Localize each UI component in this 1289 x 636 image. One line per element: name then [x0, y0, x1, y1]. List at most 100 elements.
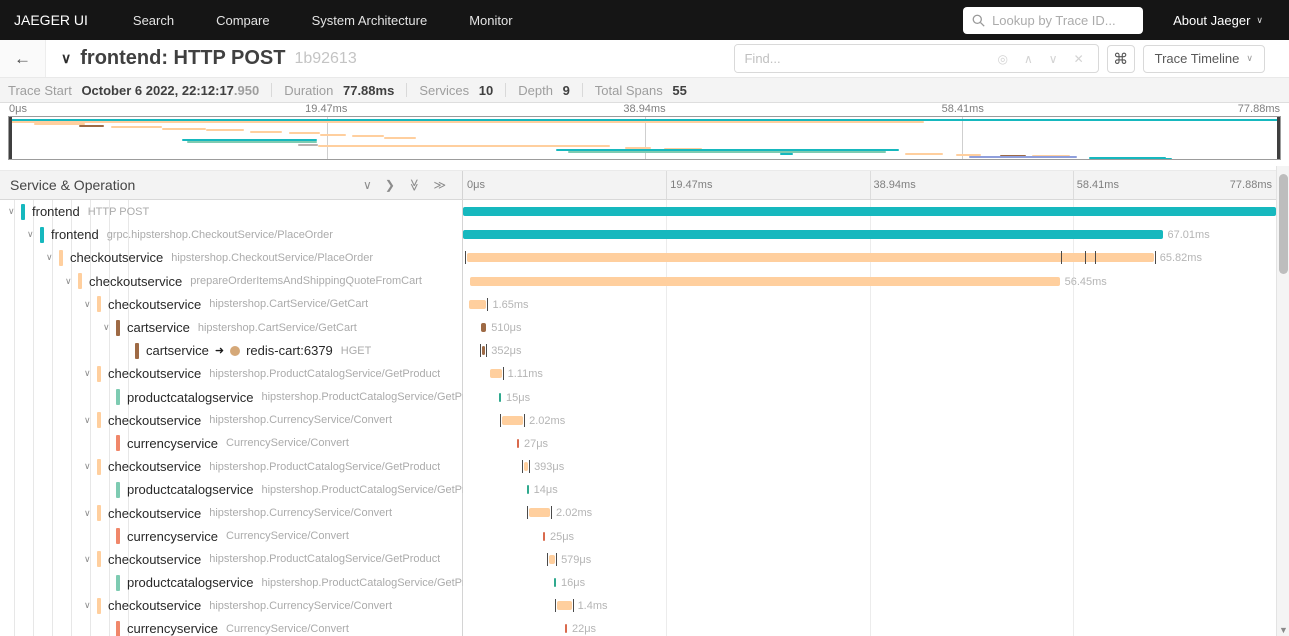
- span-duration-bar[interactable]: [480, 322, 487, 332]
- nav-item-monitor[interactable]: Monitor: [469, 12, 513, 28]
- chevron-down-icon[interactable]: ∨: [65, 275, 72, 286]
- back-button[interactable]: ←: [0, 40, 46, 77]
- span-name-cell[interactable]: ∨ checkoutservice hipstershop.CartService/…: [0, 293, 463, 316]
- trace-lookup-input[interactable]: [992, 12, 1135, 28]
- chevron-down-icon[interactable]: ∨: [84, 507, 91, 518]
- keyboard-shortcuts-button[interactable]: ⌘: [1106, 44, 1135, 73]
- service-name[interactable]: cartservice: [127, 320, 190, 336]
- minimap-right-scrub-handle[interactable]: [1277, 117, 1280, 159]
- span-row[interactable]: ∨ checkoutservice hipstershop.CartService/…: [0, 293, 1276, 316]
- trace-collapse-chevron-icon[interactable]: ∨: [61, 50, 72, 66]
- span-name-cell[interactable]: cartservice ➜ redis-cart:6379 HGET: [0, 339, 463, 362]
- expand-one-icon[interactable]: ❯: [384, 178, 395, 192]
- next-match-icon[interactable]: ∨: [1048, 51, 1058, 66]
- collapse-one-icon[interactable]: ∨: [363, 178, 372, 192]
- about-jaeger-menu[interactable]: About Jaeger ∨: [1173, 13, 1263, 28]
- span-duration-bar[interactable]: [463, 230, 1163, 240]
- chevron-down-icon[interactable]: ∨: [103, 322, 110, 333]
- nav-item-search[interactable]: Search: [132, 12, 175, 28]
- span-duration-bar[interactable]: [528, 508, 551, 518]
- span-duration-bar[interactable]: [469, 299, 487, 309]
- span-duration-bar[interactable]: [502, 415, 524, 425]
- span-duration-bar[interactable]: [516, 438, 519, 448]
- trace-title[interactable]: frontend: HTTP POST: [80, 47, 286, 69]
- span-bar-cell[interactable]: 15μs: [463, 386, 1276, 409]
- chevron-down-icon[interactable]: ∨: [46, 252, 53, 263]
- trace-lookup-box[interactable]: [963, 6, 1144, 34]
- span-bar-cell[interactable]: 579μs: [463, 548, 1276, 571]
- service-name[interactable]: frontend: [51, 227, 99, 243]
- span-duration-bar[interactable]: [542, 531, 545, 541]
- span-name-cell[interactable]: ∨ checkoutservice hipstershop.ProductCatal…: [0, 362, 463, 385]
- span-bar-cell[interactable]: 14μs: [463, 478, 1276, 501]
- span-row[interactable]: currencyservice CurrencyService/Convert 27…: [0, 432, 1276, 455]
- nav-item-compare[interactable]: Compare: [216, 12, 270, 28]
- span-name-cell[interactable]: ∨ checkoutservice prepareOrderItemsAndShip…: [0, 270, 463, 293]
- span-bar-cell[interactable]: 67.01ms: [463, 223, 1276, 246]
- span-duration-bar[interactable]: [564, 624, 567, 634]
- service-name[interactable]: cartservice: [146, 343, 209, 359]
- service-name[interactable]: currencyservice: [127, 621, 219, 636]
- span-row[interactable]: ∨ checkoutservice hipstershop.CurrencyServ…: [0, 594, 1276, 617]
- span-bar-cell[interactable]: 22μs: [463, 617, 1276, 636]
- service-name[interactable]: checkoutservice: [108, 551, 202, 567]
- span-bar-cell[interactable]: 25μs: [463, 525, 1276, 548]
- span-bar-cell[interactable]: 27μs: [463, 432, 1276, 455]
- chevron-down-icon[interactable]: ∨: [84, 461, 91, 472]
- span-name-cell[interactable]: ∨ cartservice hipstershop.CartService/GetC…: [0, 316, 463, 339]
- service-name[interactable]: frontend: [32, 204, 80, 220]
- span-duration-bar[interactable]: [463, 207, 1276, 216]
- span-row[interactable]: ∨ checkoutservice hipstershop.CurrencyServ…: [0, 409, 1276, 432]
- span-row[interactable]: currencyservice CurrencyService/Convert 22…: [0, 617, 1276, 636]
- minimap-canvas[interactable]: [8, 116, 1281, 160]
- span-duration-bar[interactable]: [481, 346, 486, 356]
- span-name-cell[interactable]: currencyservice CurrencyService/Convert: [0, 525, 463, 548]
- span-bar-cell[interactable]: 2.02ms: [463, 501, 1276, 524]
- span-bar-cell[interactable]: 510μs: [463, 316, 1276, 339]
- chevron-down-icon[interactable]: ∨: [84, 414, 91, 425]
- span-bar-cell[interactable]: [463, 200, 1276, 223]
- span-row[interactable]: ∨ checkoutservice prepareOrderItemsAndShip…: [0, 270, 1276, 293]
- span-duration-bar[interactable]: [549, 554, 556, 564]
- span-bar-cell[interactable]: 2.02ms: [463, 409, 1276, 432]
- chevron-down-icon[interactable]: ∨: [84, 368, 91, 379]
- span-row[interactable]: ∨ checkoutservice hipstershop.ProductCatal…: [0, 362, 1276, 385]
- span-row[interactable]: productcatalogservice hipstershop.Product…: [0, 386, 1276, 409]
- clear-find-icon[interactable]: ✕: [1073, 51, 1084, 66]
- span-name-cell[interactable]: productcatalogservice hipstershop.Product…: [0, 571, 463, 594]
- service-name[interactable]: checkoutservice: [108, 296, 202, 312]
- span-name-cell[interactable]: currencyservice CurrencyService/Convert: [0, 432, 463, 455]
- prev-match-icon[interactable]: ∧: [1023, 51, 1033, 66]
- span-name-cell[interactable]: ∨ frontend HTTP POST: [0, 200, 463, 223]
- service-name[interactable]: productcatalogservice: [127, 389, 254, 405]
- span-row[interactable]: currencyservice CurrencyService/Convert 25…: [0, 525, 1276, 548]
- span-row[interactable]: ∨ checkoutservice hipstershop.CurrencyServ…: [0, 501, 1276, 524]
- span-duration-bar[interactable]: [490, 369, 502, 379]
- scrollbar-thumb[interactable]: [1279, 174, 1288, 274]
- span-row[interactable]: ∨ checkoutservice hipstershop.CheckoutServ…: [0, 246, 1276, 269]
- chevron-down-icon[interactable]: ∨: [84, 600, 91, 611]
- app-logo[interactable]: JAEGER UI: [14, 12, 88, 28]
- chevron-down-icon[interactable]: ∨: [84, 553, 91, 564]
- span-name-cell[interactable]: ∨ frontend grpc.hipstershop.CheckoutServic…: [0, 223, 463, 246]
- match-target-icon[interactable]: ◎: [997, 51, 1008, 66]
- span-duration-bar[interactable]: [499, 392, 501, 402]
- span-duration-bar[interactable]: [526, 485, 529, 495]
- span-duration-bar[interactable]: [466, 253, 1154, 263]
- service-name[interactable]: currencyservice: [127, 528, 219, 544]
- span-duration-bar[interactable]: [523, 462, 529, 472]
- service-name[interactable]: checkoutservice: [70, 250, 164, 266]
- span-bar-cell[interactable]: 393μs: [463, 455, 1276, 478]
- panel-splitter[interactable]: [462, 200, 463, 636]
- nav-item-system-architecture[interactable]: System Architecture: [311, 12, 428, 28]
- span-bar-cell[interactable]: 1.65ms: [463, 293, 1276, 316]
- scrollbar-down-arrow-icon[interactable]: ▼: [1279, 625, 1288, 635]
- span-bar-cell[interactable]: 65.82ms: [463, 246, 1276, 269]
- service-name[interactable]: checkoutservice: [108, 505, 202, 521]
- span-name-cell[interactable]: ∨ checkoutservice hipstershop.CurrencyServ…: [0, 501, 463, 524]
- service-name[interactable]: productcatalogservice: [127, 575, 254, 591]
- span-row[interactable]: cartservice ➜ redis-cart:6379 HGET 352μs: [0, 339, 1276, 362]
- span-bar-cell[interactable]: 1.4ms: [463, 594, 1276, 617]
- service-name[interactable]: checkoutservice: [108, 366, 202, 382]
- span-row[interactable]: productcatalogservice hipstershop.Product…: [0, 571, 1276, 594]
